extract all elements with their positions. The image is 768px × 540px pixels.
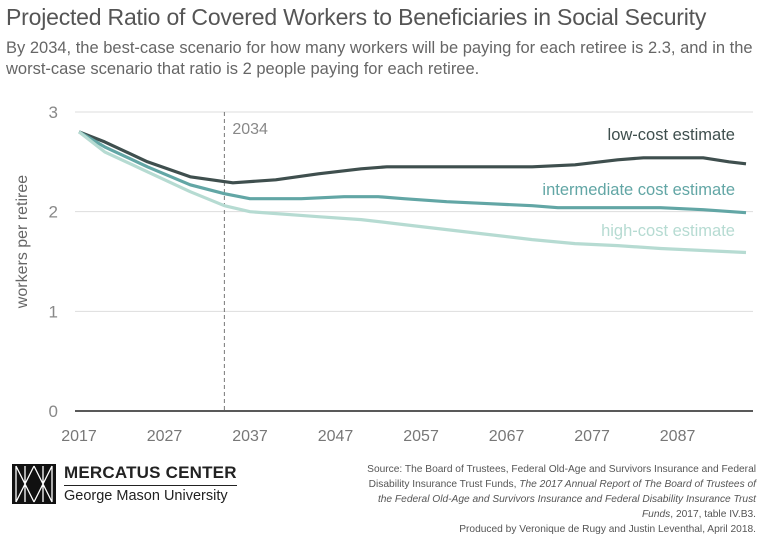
annotation-label: 2034 [232,121,268,138]
source-table: , 2017, table IV.B3. [670,509,756,520]
series-line-low-cost [78,130,747,185]
x-tick-label: 2027 [147,428,183,445]
mercatus-logo-mark-icon [12,463,56,504]
series-line-intermediate [78,130,747,215]
x-tick-label: 2037 [232,428,268,445]
source-note: Source: The Board of Trustees, Federal O… [356,462,756,537]
x-tick-label: 2017 [61,428,97,445]
chart-subtitle: By 2034, the best-case scenario for how … [6,39,753,78]
series-label: low-cost estimate [608,126,735,144]
source-report-title: The 2017 Annual Report of The Board of T… [377,479,756,520]
series-line-high-cost [78,130,747,255]
x-tick-label: 2067 [489,428,525,445]
source-text: Source: The Board of Trustees, Federal O… [367,464,756,490]
x-tick-label: 2047 [318,428,354,445]
series-label: high-cost estimate [601,222,735,240]
y-tick-label: 2 [49,203,58,222]
logo-university: George Mason University [64,488,228,504]
x-tick-label: 2087 [660,428,696,445]
y-tick-label: 0 [49,402,58,421]
y-tick-label: 1 [49,302,58,321]
credit-text: Produced by Veronique de Rugy and Justin… [459,524,756,535]
mercatus-logo: MERCATUS CENTER George Mason University [12,463,237,504]
x-tick-label: 2057 [403,428,439,445]
logo-name: MERCATUS CENTER [64,463,237,486]
chart-title: Projected Ratio of Covered Workers to Be… [6,4,707,30]
series-label: intermediate cost estimate [542,181,735,199]
line-chart: 0 1 2 3 2017 2027 2037 2047 2057 2067 2077 2087 work… [14,103,753,445]
y-tick-label: 3 [49,103,58,122]
y-axis-label: workers per retiree [14,175,31,309]
x-tick-label: 2077 [574,428,610,445]
